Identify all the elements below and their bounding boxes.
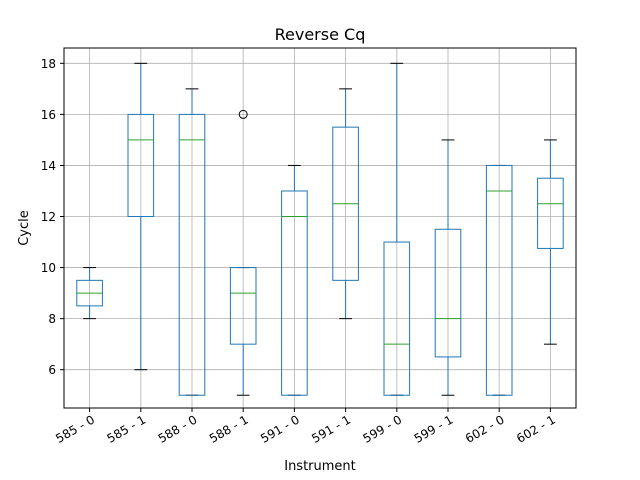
y-tick-label: 12 (41, 210, 56, 224)
box-group (537, 139, 564, 345)
chart-title: Reverse Cq (275, 25, 366, 44)
x-tick-label: 599 - 1 (412, 412, 456, 445)
tick-layer: 6 8 10 12 14 16 18 585 - 0 585 - 1 588 - 0 588 - 1… (41, 57, 558, 446)
x-tick-label: 585 - 1 (104, 412, 148, 445)
iqr-box (178, 113, 206, 396)
y-tick-label: 8 (48, 312, 56, 326)
x-tick-label: 602 - 0 (463, 412, 507, 445)
plot-frame (63, 47, 577, 409)
x-tick-label: 602 - 1 (514, 412, 558, 445)
y-axis-label: Cycle (17, 210, 32, 246)
iqr-box (127, 113, 155, 218)
iqr-box (229, 267, 257, 345)
box-group (485, 164, 513, 396)
y-tick-label: 16 (41, 108, 56, 122)
iqr-box (434, 228, 462, 358)
box-group (127, 62, 155, 371)
x-tick-label: 585 - 0 (53, 412, 97, 445)
box-group (281, 164, 308, 396)
x-tick-label: 588 - 1 (207, 412, 251, 445)
iqr-box (383, 241, 411, 396)
iqr-box (537, 177, 564, 249)
box-layer (76, 62, 564, 396)
outlier-point (238, 109, 248, 119)
y-tick-label: 14 (41, 159, 56, 173)
y-tick-label: 6 (48, 363, 56, 377)
y-tick-label: 10 (41, 261, 56, 275)
box-group (434, 139, 462, 396)
iqr-box (485, 164, 513, 396)
box-group (229, 109, 257, 396)
x-tick-label: 599 - 0 (360, 412, 404, 445)
x-tick-label: 591 - 1 (309, 412, 353, 445)
box-group (383, 62, 411, 396)
box-group (76, 267, 103, 320)
iqr-box (281, 190, 308, 396)
x-axis-label: Instrument (284, 459, 356, 474)
box-group (332, 88, 359, 320)
box-group (178, 88, 206, 396)
y-tick-label: 18 (41, 57, 56, 71)
x-tick-label: 591 - 0 (258, 412, 302, 445)
x-tick-label: 588 - 0 (156, 412, 200, 445)
